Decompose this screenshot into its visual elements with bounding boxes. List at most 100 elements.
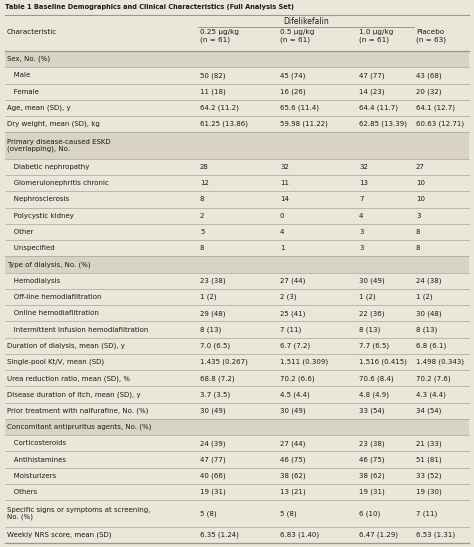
Text: Placebo
(n = 63): Placebo (n = 63) — [416, 29, 446, 43]
Bar — [5, 257, 469, 272]
Text: 20 (32): 20 (32) — [416, 89, 441, 95]
Text: Urea reduction ratio, mean (SD), %: Urea reduction ratio, mean (SD), % — [7, 375, 130, 382]
Text: 7 (11): 7 (11) — [280, 326, 301, 333]
Text: 8 (13): 8 (13) — [200, 326, 221, 333]
Text: 6.7 (7.2): 6.7 (7.2) — [280, 342, 310, 349]
Text: Unspecified: Unspecified — [7, 245, 55, 251]
Text: 14: 14 — [280, 196, 289, 202]
Text: 65.6 (11.4): 65.6 (11.4) — [280, 104, 319, 111]
Text: 2: 2 — [200, 213, 204, 219]
Text: 4.5 (4.4): 4.5 (4.4) — [280, 391, 310, 398]
Text: Concomitant antipruritus agents, No. (%): Concomitant antipruritus agents, No. (%) — [7, 424, 151, 430]
Text: 50 (82): 50 (82) — [200, 72, 226, 79]
Text: 30 (49): 30 (49) — [359, 277, 384, 284]
Text: 1.435 (0.267): 1.435 (0.267) — [200, 359, 248, 365]
Text: Weekly NRS score, mean (SD): Weekly NRS score, mean (SD) — [7, 532, 111, 538]
Text: 13: 13 — [359, 180, 368, 186]
Text: 32: 32 — [280, 164, 289, 170]
Text: 34 (54): 34 (54) — [416, 408, 441, 414]
Text: 4: 4 — [359, 213, 364, 219]
Text: 70.2 (6.6): 70.2 (6.6) — [280, 375, 315, 382]
Text: 60.63 (12.71): 60.63 (12.71) — [416, 121, 464, 127]
Text: 8: 8 — [200, 245, 204, 251]
Text: 30 (48): 30 (48) — [416, 310, 442, 317]
Text: 0.5 μg/kg
(n = 61): 0.5 μg/kg (n = 61) — [280, 29, 314, 43]
Bar — [5, 51, 469, 67]
Text: 0.25 μg/kg
(n = 61): 0.25 μg/kg (n = 61) — [200, 29, 239, 43]
Text: Glomerulonephritis chronic: Glomerulonephritis chronic — [7, 180, 109, 186]
Text: 8 (13): 8 (13) — [359, 326, 380, 333]
Text: 8 (13): 8 (13) — [416, 326, 437, 333]
Text: Hemodialysis: Hemodialysis — [7, 278, 60, 284]
Text: 7.0 (6.5): 7.0 (6.5) — [200, 342, 230, 349]
Text: 5 (8): 5 (8) — [200, 510, 217, 517]
Text: 51 (81): 51 (81) — [416, 456, 442, 463]
Text: Difelikefalin: Difelikefalin — [283, 17, 329, 26]
Text: 6.35 (1.24): 6.35 (1.24) — [200, 532, 239, 538]
Text: 64.2 (11.2): 64.2 (11.2) — [200, 104, 239, 111]
Text: 23 (38): 23 (38) — [359, 440, 384, 446]
Text: 68.8 (7.2): 68.8 (7.2) — [200, 375, 235, 382]
Text: 62.85 (13.39): 62.85 (13.39) — [359, 121, 407, 127]
Text: 14 (23): 14 (23) — [359, 89, 384, 95]
Text: Characteristic: Characteristic — [7, 29, 57, 35]
Text: 2 (3): 2 (3) — [280, 294, 297, 300]
Text: 1.498 (0.343): 1.498 (0.343) — [416, 359, 464, 365]
Text: 3: 3 — [359, 229, 364, 235]
Text: 1.516 (0.415): 1.516 (0.415) — [359, 359, 407, 365]
Text: 8: 8 — [200, 196, 204, 202]
Text: 4: 4 — [280, 229, 284, 235]
Text: 22 (36): 22 (36) — [359, 310, 384, 317]
Text: Age, mean (SD), y: Age, mean (SD), y — [7, 104, 71, 111]
Text: 3: 3 — [359, 245, 364, 251]
Text: 4.3 (4.4): 4.3 (4.4) — [416, 391, 446, 398]
Text: Table 1 Baseline Demographics and Clinical Characteristics (Full Analysis Set): Table 1 Baseline Demographics and Clinic… — [5, 4, 294, 10]
Text: 43 (68): 43 (68) — [416, 72, 442, 79]
Text: 1: 1 — [280, 245, 284, 251]
Text: 1.0 μg/kg
(n = 61): 1.0 μg/kg (n = 61) — [359, 29, 393, 43]
Text: Single-pool Kt/V, mean (SD): Single-pool Kt/V, mean (SD) — [7, 359, 104, 365]
Text: 11 (18): 11 (18) — [200, 89, 226, 95]
Text: 6.8 (6.1): 6.8 (6.1) — [416, 342, 446, 349]
Text: 25 (41): 25 (41) — [280, 310, 305, 317]
Text: 7.7 (6.5): 7.7 (6.5) — [359, 342, 389, 349]
Text: 32: 32 — [359, 164, 368, 170]
Text: 7: 7 — [359, 196, 364, 202]
Text: 1 (2): 1 (2) — [200, 294, 217, 300]
Text: 10: 10 — [416, 180, 425, 186]
Text: Others: Others — [7, 489, 37, 495]
Text: 64.1 (12.7): 64.1 (12.7) — [416, 104, 455, 111]
Text: Polycystic kidney: Polycystic kidney — [7, 213, 74, 219]
Text: 30 (49): 30 (49) — [280, 408, 306, 414]
Text: 47 (77): 47 (77) — [359, 72, 384, 79]
Text: Male: Male — [7, 72, 30, 78]
Text: Disease duration of itch, mean (SD), y: Disease duration of itch, mean (SD), y — [7, 391, 141, 398]
Text: Online hemodiafiltration: Online hemodiafiltration — [7, 310, 99, 316]
Text: 5 (8): 5 (8) — [280, 510, 297, 517]
Text: 3: 3 — [416, 213, 420, 219]
Text: 6 (10): 6 (10) — [359, 510, 380, 517]
Text: 27 (44): 27 (44) — [280, 277, 305, 284]
Text: 27: 27 — [416, 164, 425, 170]
Text: 64.4 (11.7): 64.4 (11.7) — [359, 104, 398, 111]
Text: 8: 8 — [416, 245, 420, 251]
Text: 3.7 (3.5): 3.7 (3.5) — [200, 391, 230, 398]
Text: Antihistamines: Antihistamines — [7, 457, 66, 463]
Text: 19 (30): 19 (30) — [416, 489, 442, 496]
Text: Other: Other — [7, 229, 34, 235]
Text: 33 (54): 33 (54) — [359, 408, 384, 414]
Text: Moisturizers: Moisturizers — [7, 473, 56, 479]
Text: Specific signs or symptoms at screening,
No. (%): Specific signs or symptoms at screening,… — [7, 507, 150, 520]
Text: Dry weight, mean (SD), kg: Dry weight, mean (SD), kg — [7, 121, 100, 127]
Text: Prior treatment with nalfurafine, No. (%): Prior treatment with nalfurafine, No. (%… — [7, 408, 148, 414]
Text: 6.47 (1.29): 6.47 (1.29) — [359, 532, 398, 538]
Text: Diabetic nephropathy: Diabetic nephropathy — [7, 164, 90, 170]
Text: 46 (75): 46 (75) — [359, 456, 384, 463]
Text: 33 (52): 33 (52) — [416, 473, 441, 479]
Text: 5: 5 — [200, 229, 204, 235]
Text: 12: 12 — [200, 180, 209, 186]
Text: 47 (77): 47 (77) — [200, 456, 226, 463]
Text: 4.8 (4.9): 4.8 (4.9) — [359, 391, 389, 398]
Text: 29 (48): 29 (48) — [200, 310, 226, 317]
Text: 30 (49): 30 (49) — [200, 408, 226, 414]
